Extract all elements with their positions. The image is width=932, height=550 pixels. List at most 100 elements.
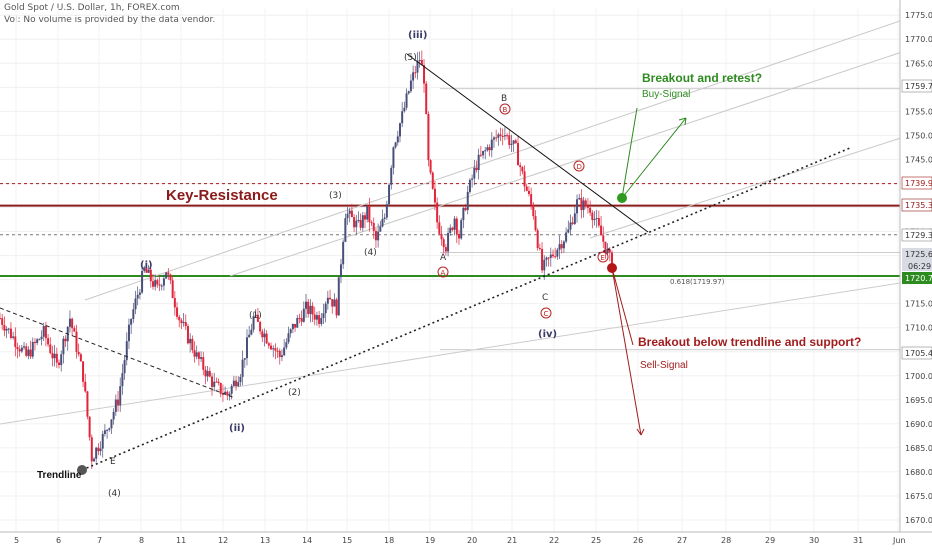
candle-body: [178, 316, 181, 321]
trendline-label: Trendline: [37, 470, 82, 481]
sell-point-marker: [607, 263, 617, 273]
buy-arrow-head: [678, 117, 687, 126]
candle-body: [431, 172, 434, 189]
candle-body: [464, 207, 467, 211]
y-tick-label: 1745.00: [905, 155, 932, 164]
candle-body: [182, 322, 185, 324]
candle-body: [525, 186, 528, 191]
wave-1-label: (1): [249, 311, 262, 321]
x-tick-label: 11: [176, 536, 186, 545]
candle-body: [322, 313, 325, 318]
breakout-retest-label: Breakout and retest?: [642, 71, 762, 85]
candle-body: [335, 299, 338, 316]
candle-body: [420, 59, 423, 66]
candle-body: [554, 256, 557, 258]
candle-body: [339, 264, 342, 278]
candle-body: [103, 430, 106, 435]
circled-a-label: A: [441, 269, 446, 277]
buy-signal-group: [617, 107, 687, 203]
candle-body: [119, 386, 122, 406]
candle-body: [501, 135, 504, 137]
candle-body: [60, 354, 63, 365]
candle-body: [440, 233, 443, 240]
time-axis[interactable]: 5 6 7 8 11 12 13 14 15 18 19 20 21 22 25 26 27 28 29 30 31 Ju…: [0, 531, 932, 550]
y-tick-label: 1755.00: [905, 107, 932, 116]
x-tick-label: 7: [97, 536, 102, 545]
candle-body: [82, 361, 85, 382]
candle-body: [519, 165, 522, 168]
sell-signal-label: Sell-Signal: [640, 360, 688, 371]
price-tag-1739: 1739.97: [905, 179, 932, 188]
candle-body: [473, 167, 476, 179]
candle-body: [97, 447, 100, 452]
candle-body: [608, 249, 611, 253]
candle-body: [532, 204, 535, 217]
candle-body: [329, 297, 332, 300]
candle-body: [256, 314, 259, 322]
candle-body: [392, 147, 395, 168]
candle-body: [280, 355, 283, 358]
candle-body: [215, 381, 218, 383]
candle-body: [342, 241, 345, 265]
candle-body: [315, 315, 318, 320]
candle-body: [38, 339, 41, 341]
candle-body: [114, 399, 117, 412]
candle-body: [7, 328, 10, 330]
candle-body: [482, 150, 485, 156]
candle-body: [536, 230, 539, 248]
candle-body: [23, 346, 26, 348]
candle-body: [427, 113, 430, 161]
candle-body: [200, 357, 203, 359]
candle-body: [154, 280, 157, 287]
candle-body: [263, 333, 266, 338]
candles: [0, 50, 613, 469]
x-tick-label: 25: [591, 536, 601, 545]
candle-body: [239, 376, 242, 383]
candle-body: [180, 320, 183, 323]
candle-body: [377, 231, 380, 241]
candle-body: [9, 328, 12, 338]
wave-c-label: C: [542, 293, 548, 303]
candle-body: [291, 323, 294, 330]
candle-body: [276, 350, 279, 352]
wave-labels: (i) (ii) (iii) (iv) (1) (2) (3) (4) (5) …: [108, 30, 557, 499]
candle-body: [405, 93, 408, 108]
candle-body: [423, 65, 426, 84]
candle-body: [127, 324, 130, 342]
candle-body: [324, 303, 327, 314]
candle-body: [597, 218, 600, 226]
candle-body: [495, 137, 498, 139]
candle-body: [517, 142, 520, 166]
candle-body: [270, 345, 273, 350]
candle-body: [503, 135, 506, 137]
candle-body: [366, 205, 369, 220]
candle-body: [42, 325, 45, 337]
breakout-below-label: Breakout below trendline and support?: [638, 335, 861, 349]
candle-body: [160, 285, 163, 287]
candle-body: [571, 222, 574, 224]
candle-body: [86, 391, 89, 417]
candle-body: [176, 307, 179, 317]
wave-e-label: E: [110, 457, 116, 467]
candle-body: [193, 350, 196, 357]
candle-body: [425, 83, 428, 114]
candle-body: [409, 80, 412, 92]
candle-body: [538, 247, 541, 249]
candle-body: [490, 139, 493, 151]
sell-pointer-line: [611, 267, 634, 346]
candle-body: [444, 247, 447, 252]
trendline-anchor-marker: [77, 465, 87, 475]
downtrend-line[interactable]: [406, 53, 649, 233]
candle-body: [530, 194, 533, 205]
candle-body: [33, 341, 36, 344]
candle-body: [576, 199, 579, 214]
candle-body: [132, 309, 135, 319]
candle-body: [136, 294, 139, 299]
candle-body: [398, 123, 401, 137]
candle-body: [47, 338, 50, 345]
y-tick-label: 1750.00: [905, 131, 932, 140]
candle-body: [565, 232, 568, 242]
trendline-dotted[interactable]: [81, 147, 851, 471]
price-tag-1725: 1725.61: [905, 250, 932, 259]
